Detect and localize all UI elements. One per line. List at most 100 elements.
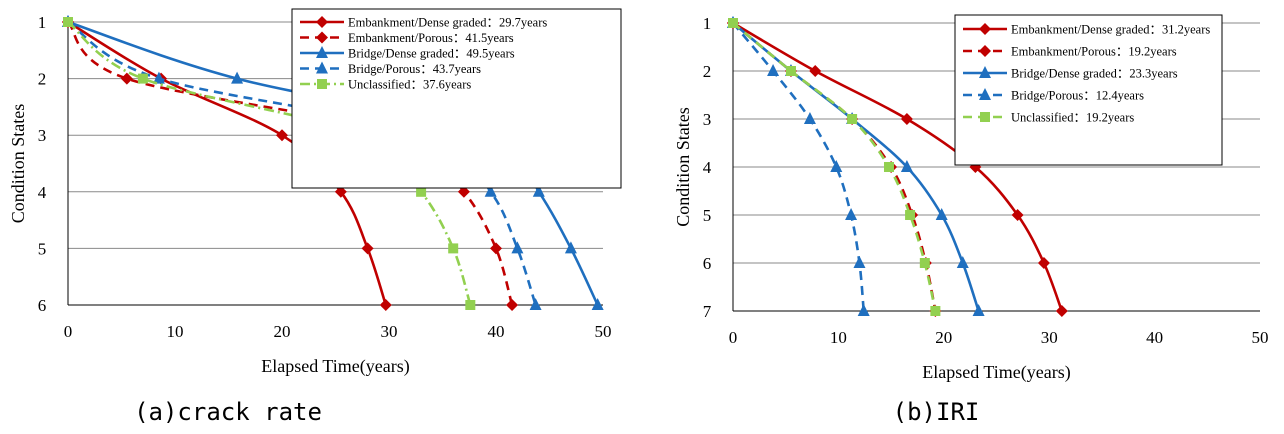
x-axis-title: Elapsed Time(years) <box>922 362 1070 383</box>
data-point <box>532 184 545 197</box>
data-point <box>900 113 913 125</box>
data-point <box>956 256 969 268</box>
y-axis-title: Condition States <box>8 104 28 224</box>
x-tick-label: 30 <box>1041 328 1058 347</box>
x-tick-label: 20 <box>274 322 291 341</box>
data-point <box>231 71 244 84</box>
legend-marker <box>316 61 328 74</box>
data-point <box>905 210 916 220</box>
x-tick-label: 50 <box>1252 328 1269 347</box>
legend-entry-label: Bridge/Dense graded：23.3years <box>1011 67 1178 81</box>
legend-marker <box>316 16 328 28</box>
legend-entry-label: Embankment/Porous：41.5years <box>348 31 514 45</box>
legend-marker <box>316 46 328 58</box>
data-point <box>803 112 816 124</box>
legend-entry-label: Unclassified：19.2years <box>1011 111 1134 125</box>
y-tick-label: 2 <box>38 70 47 89</box>
data-point <box>137 73 148 84</box>
data-point <box>1055 305 1068 317</box>
data-point <box>63 17 73 27</box>
data-point <box>930 306 941 316</box>
y-tick-label: 6 <box>703 254 712 273</box>
y-tick-label: 6 <box>38 296 47 315</box>
legend: Embankment/Dense graded：31.2years Embankm… <box>954 14 1223 166</box>
data-point <box>379 299 392 311</box>
data-point <box>785 66 796 76</box>
chart-caption: (b)IRI <box>893 398 980 426</box>
y-tick-label: 1 <box>38 13 47 32</box>
data-point <box>857 304 870 316</box>
legend-entry-label: Bridge/Porous：12.4years <box>1011 89 1144 103</box>
data-point <box>361 242 374 255</box>
data-point <box>935 208 948 220</box>
data-point <box>484 184 497 197</box>
x-axis-title: Elapsed Time(years) <box>261 356 409 377</box>
y-tick-label: 4 <box>38 183 47 202</box>
data-point <box>809 65 822 77</box>
legend-marker <box>979 66 991 78</box>
x-tick-label: 40 <box>1146 328 1163 347</box>
data-point <box>152 71 165 84</box>
data-point <box>490 242 502 255</box>
data-point <box>276 129 288 142</box>
x-tick-label: 10 <box>167 322 184 341</box>
data-point <box>919 258 930 268</box>
data-point <box>853 256 866 268</box>
data-point <box>511 241 524 254</box>
data-point <box>416 186 427 197</box>
y-axis-title: Condition States <box>673 107 693 227</box>
legend: Embankment/Dense graded：29.7yearsEmbankm… <box>291 8 622 189</box>
data-point <box>506 299 519 311</box>
x-tick-label: 40 <box>488 322 505 341</box>
legend-entry-label: Embankment/Dense graded：29.7years <box>348 16 547 30</box>
legend-marker <box>317 79 327 89</box>
y-tick-label: 7 <box>703 302 712 321</box>
data-point <box>529 298 542 310</box>
data-point <box>728 18 738 28</box>
y-tick-label: 1 <box>703 14 712 33</box>
chart-b-iri: 1 2 3 4 5 6 70 10 20 30 40 50 Elapsed Time(years) Con… <box>673 14 1269 426</box>
y-tick-label: 2 <box>703 62 712 81</box>
series-line <box>67 20 472 306</box>
data-point <box>1011 209 1024 221</box>
x-tick-label: 10 <box>830 328 847 347</box>
data-point <box>767 64 780 76</box>
series-group <box>728 18 941 316</box>
y-tick-label: 3 <box>38 126 47 145</box>
data-point <box>448 243 459 254</box>
chart-caption: (a)crack rate <box>134 398 322 426</box>
data-point <box>120 72 133 85</box>
y-tick-label: 5 <box>703 206 712 225</box>
legend-marker <box>316 31 328 44</box>
x-tick-label: 20 <box>935 328 952 347</box>
data-point <box>591 298 604 310</box>
data-point <box>847 114 858 124</box>
x-tick-label: 50 <box>595 322 612 341</box>
data-point <box>564 241 577 254</box>
legend-marker <box>980 112 990 122</box>
data-point <box>900 160 913 172</box>
data-point <box>457 185 470 198</box>
y-tick-label: 4 <box>703 158 712 177</box>
series-group <box>727 16 870 316</box>
y-tick-label: 5 <box>38 239 47 258</box>
legend-marker <box>979 23 991 35</box>
data-point <box>845 208 858 220</box>
legend-entry-label: Embankment/Porous：19.2years <box>1011 45 1177 59</box>
x-tick-label: 0 <box>64 322 73 341</box>
data-point <box>883 162 894 172</box>
legend-entry-label: Bridge/Porous：43.7years <box>348 62 481 76</box>
x-tick-label: 0 <box>729 328 738 347</box>
data-point <box>830 160 843 172</box>
legend-entry-label: Embankment/Dense graded：31.2years <box>1011 23 1210 37</box>
x-tick-label: 30 <box>381 322 398 341</box>
legend-marker <box>979 88 991 100</box>
legend-entry-label: Bridge/Dense graded：49.5years <box>348 47 515 61</box>
data-point <box>1037 257 1050 269</box>
chart-a-crack-rate: 1 2 3 4 5 60 10 20 30 40 50 Elapsed Time(years) Cond… <box>8 8 622 426</box>
y-tick-label: 3 <box>703 110 712 129</box>
data-point <box>334 185 347 198</box>
legend-entry-label: Unclassified：37.6years <box>348 78 471 92</box>
legend-box <box>954 14 1223 166</box>
